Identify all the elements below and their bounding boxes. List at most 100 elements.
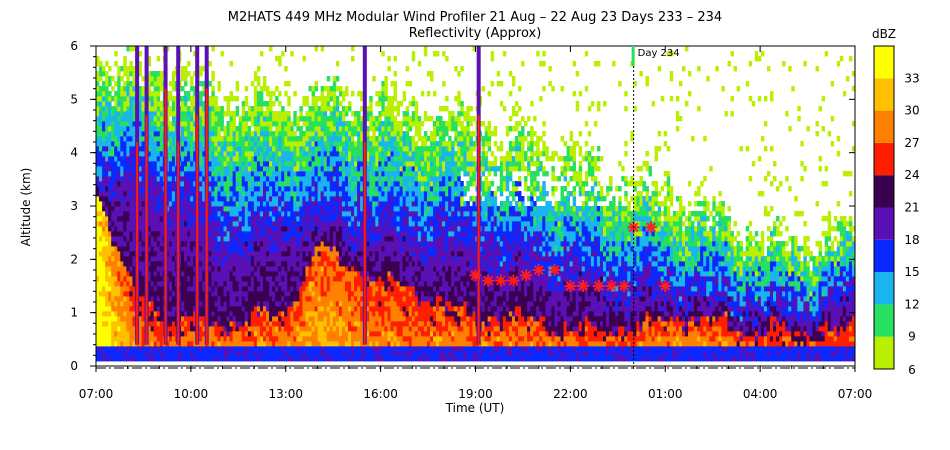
heat-cell bbox=[278, 346, 282, 352]
heat-cell bbox=[211, 266, 215, 272]
heat-cell bbox=[156, 346, 161, 352]
heat-cell bbox=[193, 241, 197, 247]
heat-cell bbox=[190, 141, 194, 147]
heat-cell bbox=[293, 231, 297, 237]
heat-cell bbox=[281, 346, 285, 352]
heat-cell bbox=[354, 161, 358, 167]
heat-cell bbox=[138, 71, 142, 77]
heat-cell bbox=[105, 266, 109, 272]
heat-cell bbox=[311, 231, 315, 237]
heat-cell bbox=[308, 306, 312, 312]
heat-cell bbox=[214, 356, 218, 362]
heat-cell bbox=[344, 171, 349, 177]
heat-cell bbox=[275, 266, 279, 272]
heat-cell bbox=[259, 111, 264, 117]
heat-cell bbox=[235, 296, 240, 302]
heat-cell bbox=[138, 86, 142, 92]
heat-cell bbox=[244, 221, 249, 227]
heat-cell bbox=[314, 176, 319, 182]
heat-cell bbox=[187, 341, 191, 347]
heat-cell bbox=[244, 126, 249, 132]
heat-cell bbox=[360, 231, 364, 237]
heat-cell bbox=[341, 151, 346, 157]
heat-cell bbox=[256, 166, 261, 172]
heat-cell bbox=[335, 116, 340, 122]
heat-cell bbox=[117, 266, 121, 272]
heat-cell bbox=[190, 176, 194, 182]
heat-cell bbox=[214, 316, 218, 322]
heat-cell bbox=[357, 181, 361, 187]
heat-cell bbox=[220, 51, 224, 57]
heat-cell bbox=[281, 226, 285, 232]
heat-cell bbox=[347, 231, 352, 237]
heat-cell bbox=[275, 221, 279, 227]
heat-cell bbox=[126, 136, 130, 142]
heat-cell bbox=[129, 146, 133, 152]
heat-cell bbox=[99, 286, 103, 292]
heat-cell bbox=[147, 276, 152, 282]
heat-cell bbox=[369, 326, 373, 332]
heat-cell bbox=[153, 181, 158, 187]
heat-cell bbox=[184, 76, 188, 82]
heat-cell bbox=[329, 161, 334, 167]
heat-cell bbox=[311, 211, 315, 217]
heat-cell bbox=[347, 246, 352, 252]
heat-cell bbox=[193, 196, 197, 202]
heat-cell bbox=[199, 316, 203, 322]
heat-cell bbox=[159, 176, 164, 182]
heat-cell bbox=[99, 281, 103, 287]
heat-cell bbox=[326, 141, 331, 147]
heat-cell bbox=[296, 356, 300, 362]
heat-cell bbox=[232, 231, 237, 237]
heat-cell bbox=[278, 151, 282, 157]
heat-cell bbox=[299, 161, 303, 167]
heat-cell bbox=[329, 241, 334, 247]
heat-cell bbox=[369, 311, 373, 317]
heat-cell bbox=[369, 331, 373, 337]
heat-cell bbox=[275, 351, 279, 357]
heat-cell bbox=[344, 276, 349, 282]
heat-cell bbox=[281, 146, 285, 152]
heat-cell bbox=[138, 326, 142, 332]
heat-cell bbox=[311, 251, 315, 257]
heat-cell bbox=[232, 196, 237, 202]
heat-cell bbox=[232, 351, 237, 357]
heat-cell bbox=[171, 106, 176, 112]
heat-cell bbox=[323, 321, 328, 327]
heat-cell bbox=[305, 186, 309, 192]
heat-cell bbox=[238, 266, 243, 272]
heat-cell bbox=[351, 251, 355, 257]
heat-cell bbox=[111, 96, 115, 102]
heat-cell bbox=[250, 271, 255, 277]
heat-cell bbox=[357, 276, 361, 282]
heat-cell bbox=[202, 316, 206, 322]
heat-cell bbox=[320, 146, 325, 152]
heat-cell bbox=[357, 251, 361, 257]
heat-cell bbox=[171, 156, 176, 162]
heat-cell bbox=[150, 351, 155, 357]
heat-cell bbox=[317, 216, 322, 222]
heat-cell bbox=[220, 241, 224, 247]
heat-cell bbox=[181, 181, 185, 187]
heat-cell bbox=[351, 351, 355, 357]
heat-cell bbox=[284, 281, 288, 287]
heat-cell bbox=[226, 216, 230, 222]
heat-cell bbox=[296, 201, 300, 207]
heat-cell bbox=[187, 176, 191, 182]
heat-cell bbox=[354, 186, 358, 192]
heat-cell bbox=[141, 131, 145, 137]
heat-cell bbox=[341, 136, 346, 142]
heat-cell bbox=[357, 271, 361, 277]
heat-cell bbox=[147, 141, 152, 147]
heat-cell bbox=[281, 171, 285, 177]
heat-cell bbox=[250, 186, 255, 192]
heat-cell bbox=[220, 216, 224, 222]
heat-cell bbox=[226, 311, 230, 317]
heat-cell bbox=[241, 156, 246, 162]
heat-cell bbox=[332, 166, 337, 172]
heat-cell bbox=[287, 316, 291, 322]
heat-cell bbox=[214, 266, 218, 272]
heat-cell bbox=[129, 196, 133, 202]
heat-cell bbox=[220, 176, 224, 182]
heat-cell bbox=[99, 271, 103, 277]
